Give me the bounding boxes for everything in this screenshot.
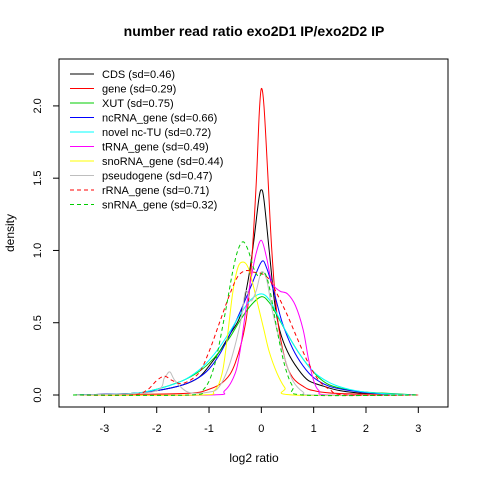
legend-entry: tRNA_gene (sd=0.49) (102, 142, 209, 154)
legend-entry: snRNA_gene (sd=0.32) (102, 200, 217, 212)
legend-entry: XUT (sd=0.75) (102, 98, 174, 110)
series-line (72, 271, 419, 396)
y-tick-label: 0.5 (32, 315, 44, 330)
legend-entry: CDS (sd=0.46) (102, 69, 175, 81)
legend-entry: novel nc-TU (sd=0.72) (102, 127, 211, 139)
legend-entry: rRNA_gene (sd=0.71) (102, 185, 209, 197)
series-line (72, 260, 419, 396)
y-tick-label: 1.0 (32, 243, 44, 258)
series-layer (72, 87, 419, 397)
y-tick-label: 2.0 (32, 98, 44, 113)
x-tick-label: 2 (363, 423, 369, 435)
legend-entry: pseudogene (sd=0.47) (102, 171, 212, 183)
plot-frame (58, 58, 449, 408)
x-tick-label: 0 (258, 423, 264, 435)
y-axis: 0.0 0.5 1.0 1.5 2.0 (32, 98, 59, 403)
series-line (72, 239, 419, 396)
series-line (72, 293, 419, 396)
chart-title: number read ratio exo2D1 IP/exo2D2 IP (124, 23, 385, 39)
legend: CDS (sd=0.46) gene (sd=0.29) XUT (sd=0.75)… (70, 69, 223, 212)
x-axis-label: log2 ratio (229, 451, 279, 465)
y-tick-label: 0.0 (32, 387, 44, 402)
legend-entry: ncRNA_gene (sd=0.66) (102, 113, 217, 125)
x-axis: -3 -2 -1 0 1 2 3 (100, 407, 421, 435)
x-tick-label: 3 (415, 423, 421, 435)
y-tick-label: 1.5 (32, 171, 44, 186)
x-tick-label: -2 (152, 423, 162, 435)
y-axis-label: density (3, 214, 17, 252)
series-line (72, 87, 419, 396)
series-line (72, 270, 419, 396)
legend-entry: snoRNA_gene (sd=0.44) (102, 156, 223, 168)
x-tick-label: -3 (100, 423, 110, 435)
series-line (72, 261, 419, 397)
x-tick-label: 1 (311, 423, 317, 435)
legend-entry: gene (sd=0.29) (102, 84, 176, 96)
series-line (72, 241, 419, 397)
x-tick-label: -1 (204, 423, 214, 435)
